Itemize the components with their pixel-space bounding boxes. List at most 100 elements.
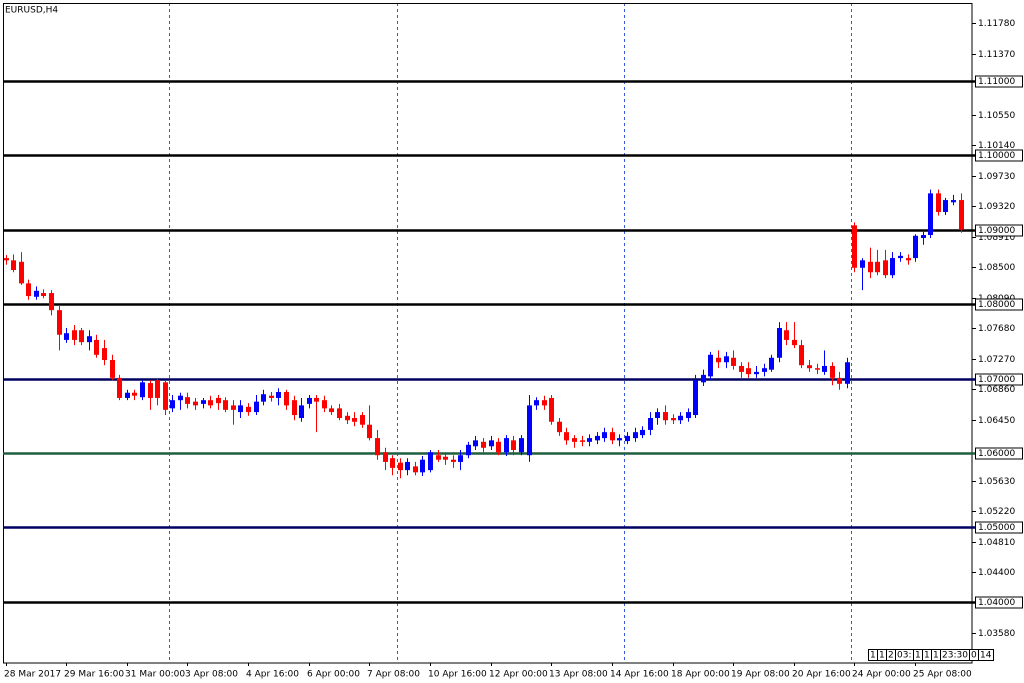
candle-body [777,328,782,358]
x-tick-label: 13 Apr 08:00 [549,670,608,680]
y-tick-label: 1.07270 [978,355,1015,365]
candle-body [663,412,668,421]
candle-body [345,415,350,421]
y-tick-label: 1.05220 [978,507,1015,517]
candle-body [617,438,622,441]
x-tick-label: 20 Apr 16:00 [792,670,851,680]
level-label: 1.09000 [978,226,1015,236]
time-box-label: 1 [915,651,921,661]
candle-body [458,455,463,462]
candle-body [284,391,289,406]
y-tick-label: 1.11370 [978,50,1015,60]
x-tick-label: 4 Apr 16:00 [246,670,299,680]
x-tick-label: 29 Mar 16:00 [64,670,124,680]
candle-body [580,440,585,442]
candle-body [625,435,630,442]
candle-body [329,408,334,413]
candle-body [26,283,31,297]
candle-body [534,400,539,406]
candle-body [117,377,122,398]
x-tick-label: 25 Apr 08:00 [913,670,972,680]
time-box-label: 1 [924,651,930,661]
candle-body [746,368,751,375]
candle-body [216,397,221,404]
time-box-label: 14 [980,651,992,661]
candle-body [693,380,698,416]
candle-body [951,200,956,203]
x-tick-label: 19 Apr 08:00 [731,670,790,680]
candle-body [413,466,418,473]
y-tick-label: 1.07680 [978,324,1015,334]
level-label-box [975,298,1023,311]
candle-body [686,412,691,419]
candle-body [276,391,281,398]
candle-body [473,440,478,447]
candle-body [671,418,676,421]
candle-body [830,365,835,378]
candle-body [724,356,729,363]
x-tick-label: 14 Apr 16:00 [610,670,669,680]
level-label-box [975,521,1023,534]
candle-body [170,400,175,409]
candle-body [602,432,607,439]
y-tick-label: 1.06450 [978,416,1015,426]
candle-body [443,456,448,460]
candle-body [587,438,592,442]
x-tick-label: 12 Apr 00:00 [489,670,548,680]
candle-body [405,461,410,471]
y-tick-label: 1.10140 [978,141,1015,151]
candle-body [511,440,516,451]
plot-frame [3,3,973,664]
candle-body [633,432,638,439]
level-label-box [975,75,1023,88]
candle-body [132,392,137,396]
candle-body [155,380,160,398]
candle-body [451,459,456,462]
level-label: 1.08000 [978,300,1015,310]
candle-body [201,400,206,404]
candle-body [890,258,895,276]
candle-body [928,193,933,236]
candle-body [959,200,964,230]
candle-body [572,438,577,442]
time-box-label: 1 [870,651,876,661]
level-label-box [975,373,1023,386]
candle-body [564,432,569,441]
candle-body [731,357,736,366]
candle-body [754,371,759,375]
week-separators [169,3,852,663]
candle-body [390,458,395,468]
candle-body [769,357,774,370]
candle-body [420,459,425,473]
candle-body [898,255,903,259]
level-label-box [975,596,1023,609]
candle-body [595,435,600,441]
candle-body [125,392,130,398]
candle-body [383,452,388,462]
candle-body [807,365,812,369]
candle-body [185,397,190,404]
x-tick-label: 7 Apr 08:00 [367,670,420,680]
candle-body [110,360,115,378]
candle-body [193,401,198,406]
candle-body [4,258,9,261]
candle-body [852,225,857,268]
candle-body [246,406,251,413]
candle-body [489,440,494,447]
x-tick-label: 31 Mar 00:00 [125,670,185,680]
level-label: 1.06000 [978,449,1015,459]
candle-body [299,405,304,419]
y-tick-label: 1.10550 [978,111,1015,121]
candle-body [519,438,524,453]
candle-body [762,368,767,372]
candle-body [269,395,274,398]
candle-body [913,235,918,259]
candle-body [943,200,948,212]
candle-body [883,260,888,276]
y-tick-label: 1.05630 [978,477,1015,487]
candle-body [398,462,403,471]
candle-body [875,261,880,273]
x-tick-label: 3 Apr 08:00 [185,670,238,680]
